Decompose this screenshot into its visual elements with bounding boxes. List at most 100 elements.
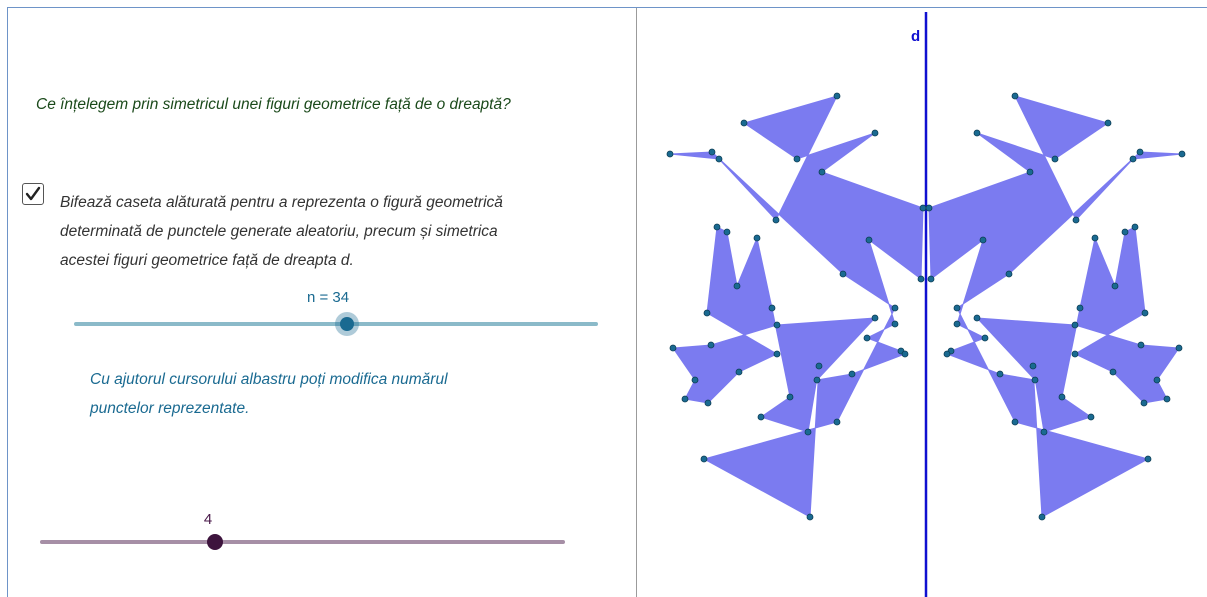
- random-point[interactable]: [666, 150, 674, 158]
- symmetric-points: [925, 92, 1186, 521]
- checkbox-caption-line2: determinată de punctele generate aleator…: [60, 223, 498, 240]
- random-point[interactable]: [833, 92, 841, 100]
- symmetric-point[interactable]: [1175, 344, 1183, 352]
- random-point[interactable]: [815, 362, 823, 370]
- symmetric-point[interactable]: [1136, 148, 1144, 156]
- symmetric-point[interactable]: [996, 370, 1004, 378]
- symmetric-point[interactable]: [943, 350, 951, 358]
- random-point[interactable]: [891, 320, 899, 328]
- random-point[interactable]: [773, 350, 781, 358]
- random-point[interactable]: [806, 513, 814, 521]
- symmetric-point[interactable]: [1011, 418, 1019, 426]
- random-point[interactable]: [704, 399, 712, 407]
- panel-divider[interactable]: [636, 8, 637, 597]
- symmetric-point[interactable]: [1141, 309, 1149, 317]
- symmetric-point[interactable]: [1072, 216, 1080, 224]
- random-point[interactable]: [818, 168, 826, 176]
- random-point[interactable]: [713, 223, 721, 231]
- symmetric-point[interactable]: [1076, 304, 1084, 312]
- random-point[interactable]: [901, 350, 909, 358]
- random-point[interactable]: [839, 270, 847, 278]
- symmetric-point[interactable]: [1051, 155, 1059, 163]
- symmetric-point[interactable]: [1005, 270, 1013, 278]
- random-point[interactable]: [768, 304, 776, 312]
- random-point[interactable]: [863, 334, 871, 342]
- random-point[interactable]: [691, 376, 699, 384]
- checkmark-icon: [25, 186, 41, 201]
- graphics-view[interactable]: d: [637, 8, 1207, 597]
- symmetric-point[interactable]: [1071, 350, 1079, 358]
- slider-second-track[interactable]: [40, 540, 565, 544]
- show-figure-checkbox[interactable]: [22, 183, 44, 205]
- random-point[interactable]: [865, 236, 873, 244]
- slider-hint: Cu ajutorul cursorului albastru poți mod…: [90, 365, 448, 423]
- symmetric-point[interactable]: [927, 275, 935, 283]
- random-point[interactable]: [700, 455, 708, 463]
- symmetric-point[interactable]: [1153, 376, 1161, 384]
- random-point[interactable]: [793, 155, 801, 163]
- random-point[interactable]: [757, 413, 765, 421]
- symmetric-point[interactable]: [1144, 455, 1152, 463]
- random-point[interactable]: [703, 309, 711, 317]
- symmetric-point[interactable]: [1121, 228, 1129, 236]
- symmetric-point[interactable]: [1137, 341, 1145, 349]
- symmetric-point[interactable]: [1029, 362, 1037, 370]
- question-text: Ce înțelegem prin simetricul unei figuri…: [36, 96, 511, 113]
- symmetric-point[interactable]: [981, 334, 989, 342]
- symmetric-point[interactable]: [1163, 395, 1171, 403]
- symmetric-point[interactable]: [953, 320, 961, 328]
- symmetric-point[interactable]: [979, 236, 987, 244]
- symmetric-point[interactable]: [973, 129, 981, 137]
- checkbox-caption: Bifează caseta alăturată pentru a reprez…: [60, 188, 503, 275]
- symmetric-point[interactable]: [1111, 282, 1119, 290]
- slider-second-label: 4: [203, 511, 213, 528]
- symmetric-point[interactable]: [1129, 155, 1137, 163]
- symmetric-point[interactable]: [973, 314, 981, 322]
- random-points: [666, 92, 927, 521]
- random-point[interactable]: [715, 155, 723, 163]
- random-point[interactable]: [753, 234, 761, 242]
- random-point[interactable]: [833, 418, 841, 426]
- random-point[interactable]: [681, 395, 689, 403]
- random-point[interactable]: [871, 314, 879, 322]
- random-point[interactable]: [871, 129, 879, 137]
- line-d-label: d: [911, 28, 920, 45]
- random-point[interactable]: [733, 282, 741, 290]
- random-point[interactable]: [804, 428, 812, 436]
- random-point[interactable]: [669, 344, 677, 352]
- checkbox-caption-line1: Bifează caseta alăturată pentru a reprez…: [60, 194, 503, 211]
- symmetric-point[interactable]: [1011, 92, 1019, 100]
- symmetric-point[interactable]: [1038, 513, 1046, 521]
- symmetric-point[interactable]: [1040, 428, 1048, 436]
- symmetric-point[interactable]: [1026, 168, 1034, 176]
- symmetric-point[interactable]: [925, 204, 933, 212]
- random-point[interactable]: [813, 376, 821, 384]
- symmetric-point[interactable]: [1087, 413, 1095, 421]
- slider-n-track[interactable]: [74, 322, 598, 326]
- slider-second-handle[interactable]: [207, 534, 223, 550]
- random-point[interactable]: [708, 148, 716, 156]
- symmetric-point[interactable]: [1071, 321, 1079, 329]
- random-point[interactable]: [891, 304, 899, 312]
- symmetric-point[interactable]: [1104, 119, 1112, 127]
- random-point[interactable]: [735, 368, 743, 376]
- random-point[interactable]: [723, 228, 731, 236]
- symmetric-point[interactable]: [953, 304, 961, 312]
- symmetric-point[interactable]: [1140, 399, 1148, 407]
- random-point[interactable]: [786, 393, 794, 401]
- checkbox-caption-line3: acestei figuri geometrice față de dreapt…: [60, 252, 354, 269]
- symmetric-point[interactable]: [1109, 368, 1117, 376]
- random-point[interactable]: [919, 204, 927, 212]
- random-point[interactable]: [707, 341, 715, 349]
- symmetric-point[interactable]: [1091, 234, 1099, 242]
- symmetric-point[interactable]: [1058, 393, 1066, 401]
- random-point[interactable]: [773, 321, 781, 329]
- symmetric-point[interactable]: [1178, 150, 1186, 158]
- symmetric-point[interactable]: [1131, 223, 1139, 231]
- random-point[interactable]: [740, 119, 748, 127]
- random-point[interactable]: [848, 370, 856, 378]
- symmetric-point[interactable]: [1031, 376, 1039, 384]
- random-point[interactable]: [772, 216, 780, 224]
- slider-n-handle[interactable]: [335, 312, 359, 336]
- random-point[interactable]: [917, 275, 925, 283]
